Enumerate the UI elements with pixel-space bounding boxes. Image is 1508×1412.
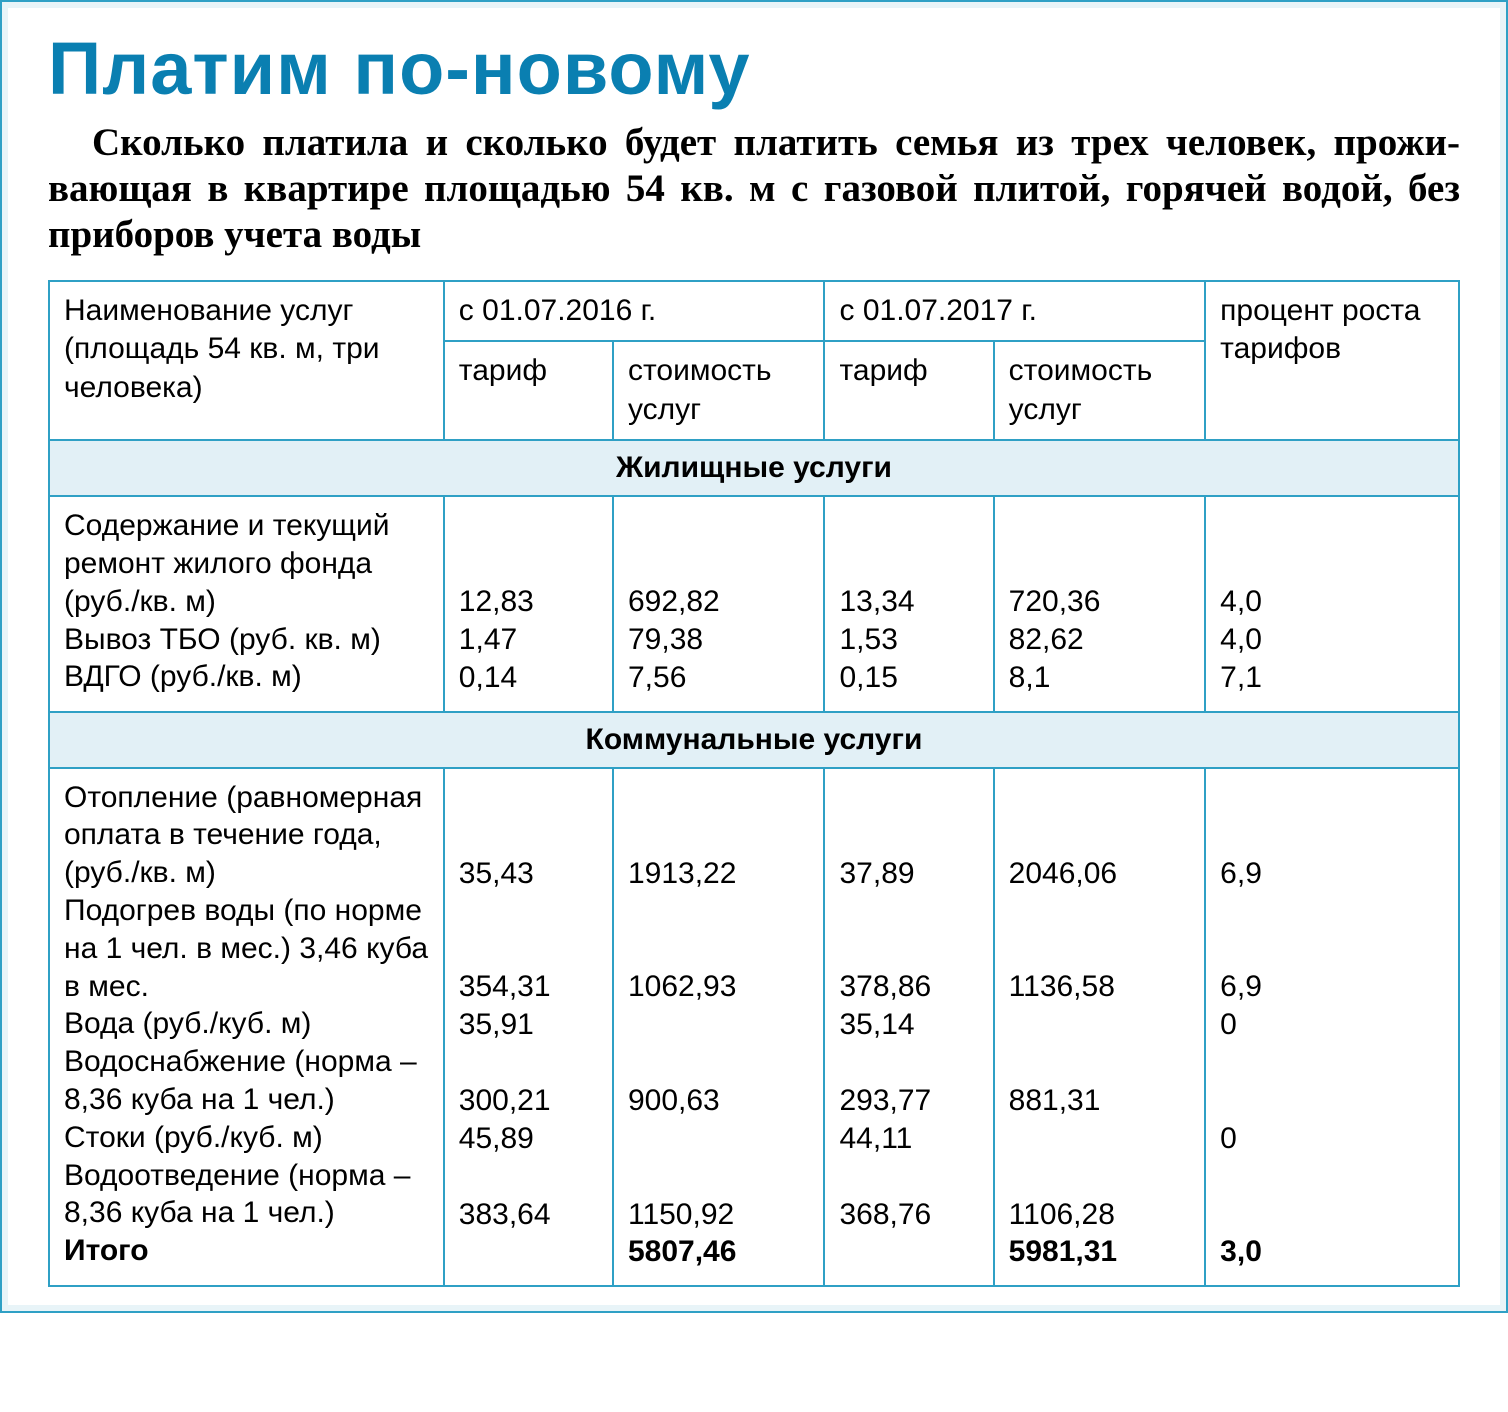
row-name: ВДГО (руб./кв. м) (64, 658, 429, 696)
cell-percent (1220, 1158, 1444, 1234)
cell-cost-1 (628, 1120, 810, 1158)
section-utilities: Коммунальные услуги (49, 712, 1459, 768)
cell-percent (1220, 1044, 1444, 1120)
cell-tariff-1: 35,43 (459, 779, 598, 893)
row-name: Вода (руб./куб. м) (64, 1005, 429, 1043)
section-housing-body: Содержание и текущий ремонт жилого фонда… (49, 496, 1459, 711)
col-tariff-2: тариф (824, 341, 993, 440)
cell-cost-2 (1009, 1006, 1191, 1044)
cell-total-t2 (839, 1233, 978, 1271)
col-cost-2: стоимость услуг (994, 341, 1206, 440)
cell-cost-2: 881,31 (1009, 1044, 1191, 1120)
cell-cost-1: 1062,93 (628, 892, 810, 1006)
cell-cost-2: 1106,28 (1009, 1158, 1191, 1234)
cell-cost-1: 7,56 (628, 659, 810, 697)
cell-total-c1: 5807,46 (628, 1233, 810, 1271)
cell-tariff-1: 12,83 (459, 507, 598, 621)
cell-cost-1: 79,38 (628, 621, 810, 659)
cell-tariff-2: 0,15 (839, 659, 978, 697)
cell-percent: 4,0 (1220, 621, 1444, 659)
cell-percent: 6,9 (1220, 892, 1444, 1006)
cell-cost-2: 1136,58 (1009, 892, 1191, 1006)
cell-tariff-2: 368,76 (839, 1158, 978, 1234)
section-utilities-body: Отопление (равномерная оплата в течение … (49, 768, 1459, 1287)
col-name: Наименование услуг (площадь 54 кв. м, тр… (49, 281, 444, 440)
page-title: Платим по-новому (48, 32, 1460, 106)
cell-percent: 6,9 (1220, 779, 1444, 893)
col-tariff-1: тариф (444, 341, 613, 440)
cell-cost-2: 2046,06 (1009, 779, 1191, 893)
col-cost-1: стоимость услуг (613, 341, 825, 440)
row-name: Водоснабжение (норма – 8,36 куба на 1 че… (64, 1043, 429, 1119)
cell-percent: 4,0 (1220, 507, 1444, 621)
page-subtitle: Сколько платила и сколько будет платить … (48, 120, 1460, 258)
cell-tariff-2: 293,77 (839, 1044, 978, 1120)
row-name: Подогрев воды (по норме на 1 чел. в мес.… (64, 892, 429, 1005)
col-percent: процент роста тарифов (1205, 281, 1459, 440)
cell-tariff-2: 13,34 (839, 507, 978, 621)
tariff-table: Наименование услуг (площадь 54 кв. м, тр… (48, 280, 1460, 1287)
cell-tariff-1: 354,31 (459, 892, 598, 1006)
row-name: Содержание и текущий ремонт жилого фонда… (64, 507, 429, 620)
col-period-1: с 01.07.2016 г. (444, 281, 825, 341)
cell-tariff-1: 0,14 (459, 659, 598, 697)
cell-tariff-2: 378,86 (839, 892, 978, 1006)
cell-percent: 0 (1220, 1120, 1444, 1158)
cell-cost-1: 1913,22 (628, 779, 810, 893)
cell-cost-2: 8,1 (1009, 659, 1191, 697)
page-inner: Платим по-новому Сколько платила и сколь… (8, 8, 1500, 1305)
table-header-row-1: Наименование услуг (площадь 54 кв. м, тр… (49, 281, 1459, 341)
cell-cost-2: 720,36 (1009, 507, 1191, 621)
cell-cost-2: 82,62 (1009, 621, 1191, 659)
cell-tariff-1: 300,21 (459, 1044, 598, 1120)
cell-total-c2: 5981,31 (1009, 1233, 1191, 1271)
cell-total-t1 (459, 1233, 598, 1271)
cell-tariff-1: 45,89 (459, 1120, 598, 1158)
cell-cost-1: 1150,92 (628, 1158, 810, 1234)
row-name: Стоки (руб./куб. м) (64, 1119, 429, 1157)
cell-total-p: 3,0 (1220, 1233, 1444, 1271)
row-name: Водоотведение (норма – 8,36 куба на 1 че… (64, 1157, 429, 1233)
cell-tariff-2: 37,89 (839, 779, 978, 893)
page-frame: Платим по-новому Сколько платила и сколь… (0, 0, 1508, 1313)
cell-tariff-1: 35,91 (459, 1006, 598, 1044)
cell-cost-2 (1009, 1120, 1191, 1158)
section-housing: Жилищные услуги (49, 440, 1459, 496)
cell-tariff-2: 1,53 (839, 621, 978, 659)
row-total-name: Итого (64, 1232, 429, 1270)
cell-percent: 7,1 (1220, 659, 1444, 697)
col-period-2: с 01.07.2017 г. (824, 281, 1205, 341)
cell-tariff-1: 1,47 (459, 621, 598, 659)
cell-tariff-1: 383,64 (459, 1158, 598, 1234)
cell-cost-1: 692,82 (628, 507, 810, 621)
row-name: Вывоз ТБО (руб. кв. м) (64, 621, 429, 659)
row-name: Отопление (равномерная оплата в течение … (64, 779, 429, 892)
cell-cost-1 (628, 1006, 810, 1044)
cell-percent: 0 (1220, 1006, 1444, 1044)
cell-tariff-2: 44,11 (839, 1120, 978, 1158)
cell-tariff-2: 35,14 (839, 1006, 978, 1044)
cell-cost-1: 900,63 (628, 1044, 810, 1120)
